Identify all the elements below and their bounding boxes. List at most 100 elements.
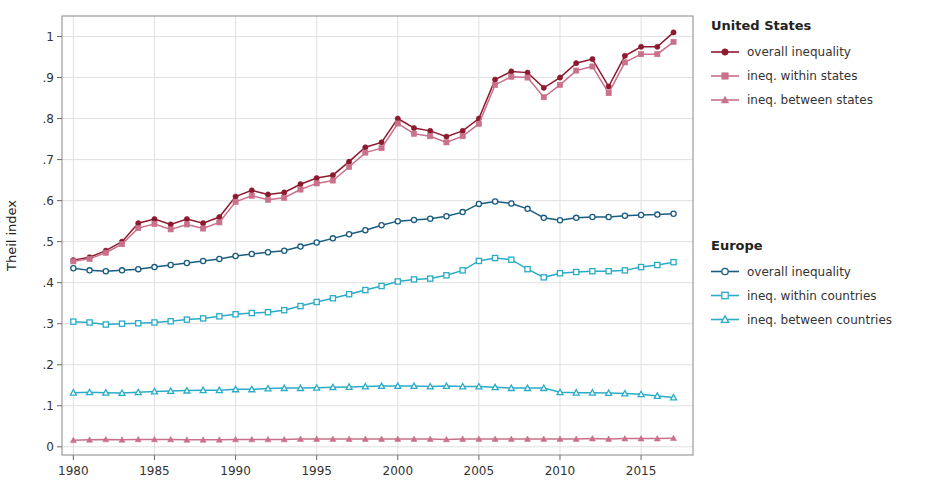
y-tick-label: .8 [43, 112, 54, 126]
point [249, 193, 254, 198]
point [411, 277, 416, 282]
x-tick-label: 1985 [139, 464, 170, 478]
point [184, 260, 189, 265]
x-tick [316, 455, 317, 460]
point [671, 435, 677, 440]
point [492, 384, 498, 389]
point [217, 256, 222, 261]
point [136, 321, 141, 326]
point [298, 182, 303, 187]
x-tick [154, 455, 155, 460]
point [525, 385, 531, 390]
y-grid-line [62, 241, 693, 242]
legend-entry: ineq. between countries [747, 313, 892, 327]
point [136, 267, 141, 272]
point [460, 268, 465, 273]
y-tick [57, 200, 62, 201]
point [638, 44, 643, 49]
point [411, 131, 416, 136]
point [103, 250, 108, 255]
point [671, 30, 676, 35]
point [265, 197, 270, 202]
point [363, 145, 368, 150]
point [671, 39, 676, 44]
point [395, 121, 400, 126]
point [152, 216, 157, 221]
point [362, 436, 368, 441]
point [589, 436, 595, 441]
point [70, 437, 76, 442]
x-tick-label: 1995 [301, 464, 332, 478]
point [541, 85, 546, 90]
point [363, 150, 368, 155]
point [541, 385, 547, 390]
point [216, 387, 222, 392]
y-tick [57, 282, 62, 283]
point [71, 259, 76, 264]
point [233, 436, 239, 441]
point [298, 303, 303, 308]
y-tick [57, 241, 62, 242]
legend-entry: ineq. within countries [747, 289, 877, 303]
point [671, 211, 676, 216]
legend-swatch-marker [722, 73, 728, 79]
point [557, 389, 563, 394]
y-tick-label: .9 [43, 71, 54, 85]
point [444, 273, 449, 278]
point [493, 82, 498, 87]
point [265, 250, 270, 255]
point [363, 287, 368, 292]
point [379, 146, 384, 151]
point [395, 279, 400, 284]
legend: United Statesoverall inequalityineq. wit… [711, 18, 892, 327]
point [525, 267, 530, 272]
point [314, 385, 320, 390]
point [379, 283, 384, 288]
point [508, 436, 514, 441]
page: {"chart_data": { "type": "line", "ylabel… [0, 0, 943, 495]
point [411, 217, 416, 222]
series [71, 199, 676, 274]
point [427, 436, 433, 441]
point [606, 436, 612, 441]
point [152, 320, 157, 325]
point [330, 384, 336, 389]
point [119, 390, 125, 395]
y-grid-line [62, 159, 693, 160]
point [557, 436, 563, 441]
y-tick-label: 1 [46, 30, 54, 44]
point [557, 218, 562, 223]
point [265, 192, 270, 197]
point [70, 390, 76, 395]
x-tick-label: 1980 [58, 464, 89, 478]
legend-swatch-marker [722, 49, 728, 55]
point [476, 436, 482, 441]
point [590, 214, 595, 219]
x-grid-line [397, 16, 398, 455]
point [428, 276, 433, 281]
point [638, 264, 643, 269]
point [622, 268, 627, 273]
point [168, 388, 174, 393]
y-grid-line [62, 282, 693, 283]
point [574, 68, 579, 73]
x-tick [559, 455, 560, 460]
point [151, 436, 157, 441]
y-tick-label: 0 [46, 440, 54, 454]
point [395, 383, 401, 388]
legend-entry: ineq. within states [747, 69, 857, 83]
point [525, 206, 530, 211]
point [346, 436, 352, 441]
point [509, 74, 514, 79]
point [622, 436, 628, 441]
series-line [73, 386, 673, 397]
point [525, 75, 530, 80]
point [201, 316, 206, 321]
point [606, 91, 611, 96]
y-axis-label: Theil index [4, 200, 19, 272]
point [443, 383, 449, 388]
point [606, 214, 611, 219]
point [103, 436, 109, 441]
point [638, 52, 643, 57]
point [249, 310, 254, 315]
